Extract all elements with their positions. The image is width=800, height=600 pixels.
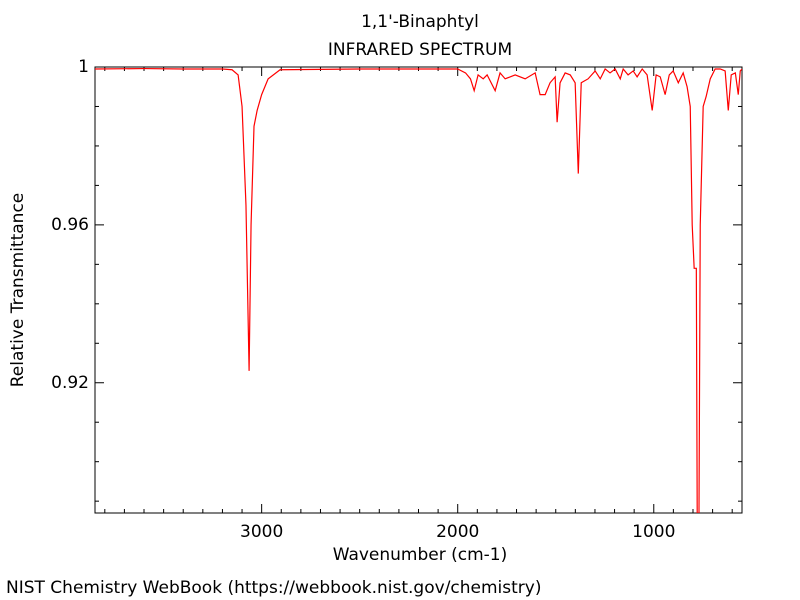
- y-tick-label: 0.92: [51, 373, 89, 393]
- spectrum-line: [95, 67, 742, 513]
- y-tick-label: 0.96: [51, 215, 89, 235]
- y-axis-label: Relative Transmittance: [8, 193, 28, 388]
- x-tick-label: 2000: [436, 522, 479, 542]
- x-axis-label: Wavenumber (cm-1): [333, 545, 508, 565]
- plot-frame: [94, 66, 743, 514]
- x-tick-label: 3000: [240, 522, 283, 542]
- chart-subtitle: INFRARED SPECTRUM: [328, 40, 512, 60]
- source-note: NIST Chemistry WebBook (https://webbook.…: [6, 578, 541, 598]
- x-tick-label: 1000: [632, 522, 675, 542]
- chart-title: 1,1'-Binaphtyl: [361, 12, 479, 32]
- y-tick-label: 1: [78, 57, 89, 77]
